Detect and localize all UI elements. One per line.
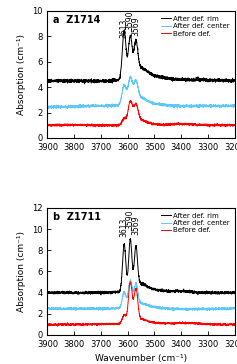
Before def.: [46, 123, 49, 127]
After def. center: [142, 97, 145, 101]
After def. rim: [51, 78, 54, 83]
After def. center: [55, 107, 58, 111]
Line: Before def.: Before def.: [47, 100, 235, 127]
Before def.: [51, 322, 54, 327]
After def. rim: [46, 77, 49, 82]
After def. center: [86, 104, 89, 109]
Line: After def. rim: After def. rim: [47, 30, 235, 84]
After def. rim: [51, 290, 54, 294]
Line: Before def.: Before def.: [47, 282, 235, 326]
After def. center: [184, 308, 187, 313]
After def. rim: [233, 79, 236, 83]
After def. center: [129, 277, 132, 282]
Line: After def. rim: After def. rim: [47, 238, 235, 295]
Before def.: [233, 123, 236, 127]
Text: 3569: 3569: [132, 17, 141, 36]
Text: b  Z1711: b Z1711: [53, 211, 101, 222]
Line: After def. center: After def. center: [47, 280, 235, 310]
After def. center: [46, 104, 49, 108]
Before def.: [147, 319, 150, 323]
After def. rim: [51, 290, 54, 294]
After def. center: [233, 306, 236, 310]
Before def.: [51, 323, 54, 327]
After def. rim: [123, 28, 126, 32]
After def. rim: [83, 82, 86, 86]
After def. center: [147, 99, 150, 103]
After def. center: [51, 105, 54, 109]
After def. rim: [46, 292, 49, 296]
After def. center: [51, 105, 54, 109]
After def. rim: [142, 67, 145, 71]
Y-axis label: Absorption (cm⁻¹): Absorption (cm⁻¹): [18, 34, 27, 115]
After def. center: [51, 306, 54, 311]
After def. center: [224, 103, 227, 108]
Before def.: [51, 123, 54, 128]
Before def.: [142, 317, 145, 321]
After def. rim: [142, 282, 145, 286]
Text: a  Z1714: a Z1714: [53, 15, 100, 25]
Text: 3569: 3569: [132, 216, 141, 236]
Before def.: [51, 123, 54, 127]
Legend: After def. rim, After def. center, Before def.: After def. rim, After def. center, Befor…: [159, 211, 231, 235]
After def. rim: [51, 79, 54, 83]
Legend: After def. rim, After def. center, Before def.: After def. rim, After def. center, Befor…: [159, 15, 231, 38]
Text: 3590: 3590: [126, 210, 135, 229]
After def. rim: [86, 78, 89, 82]
Before def.: [56, 324, 59, 328]
Before def.: [224, 321, 227, 326]
Before def.: [224, 123, 227, 128]
Before def.: [129, 280, 132, 284]
After def. rim: [224, 292, 227, 296]
After def. center: [233, 103, 236, 108]
After def. rim: [224, 78, 227, 83]
Before def.: [129, 98, 132, 102]
X-axis label: Wavenumber (cm⁻¹): Wavenumber (cm⁻¹): [95, 354, 187, 363]
After def. center: [86, 306, 88, 310]
After def. center: [224, 308, 227, 312]
Before def.: [233, 322, 236, 326]
Before def.: [142, 119, 145, 123]
After def. rim: [147, 285, 150, 289]
Before def.: [147, 120, 150, 124]
After def. rim: [147, 71, 150, 75]
Before def.: [208, 125, 211, 129]
Line: After def. center: After def. center: [47, 76, 235, 109]
Text: 3590: 3590: [126, 11, 135, 30]
After def. center: [147, 303, 150, 308]
Text: 3613: 3613: [120, 18, 129, 37]
Y-axis label: Absorption (cm⁻¹): Absorption (cm⁻¹): [18, 231, 27, 312]
After def. center: [142, 301, 145, 306]
Before def.: [86, 123, 88, 127]
After def. center: [46, 305, 49, 310]
Text: 3613: 3613: [120, 218, 129, 237]
Before def.: [46, 323, 49, 327]
Before def.: [86, 322, 89, 327]
After def. rim: [129, 236, 132, 241]
After def. center: [51, 306, 54, 310]
After def. center: [129, 74, 132, 78]
After def. rim: [233, 291, 236, 295]
After def. rim: [86, 290, 88, 295]
After def. rim: [100, 293, 102, 297]
